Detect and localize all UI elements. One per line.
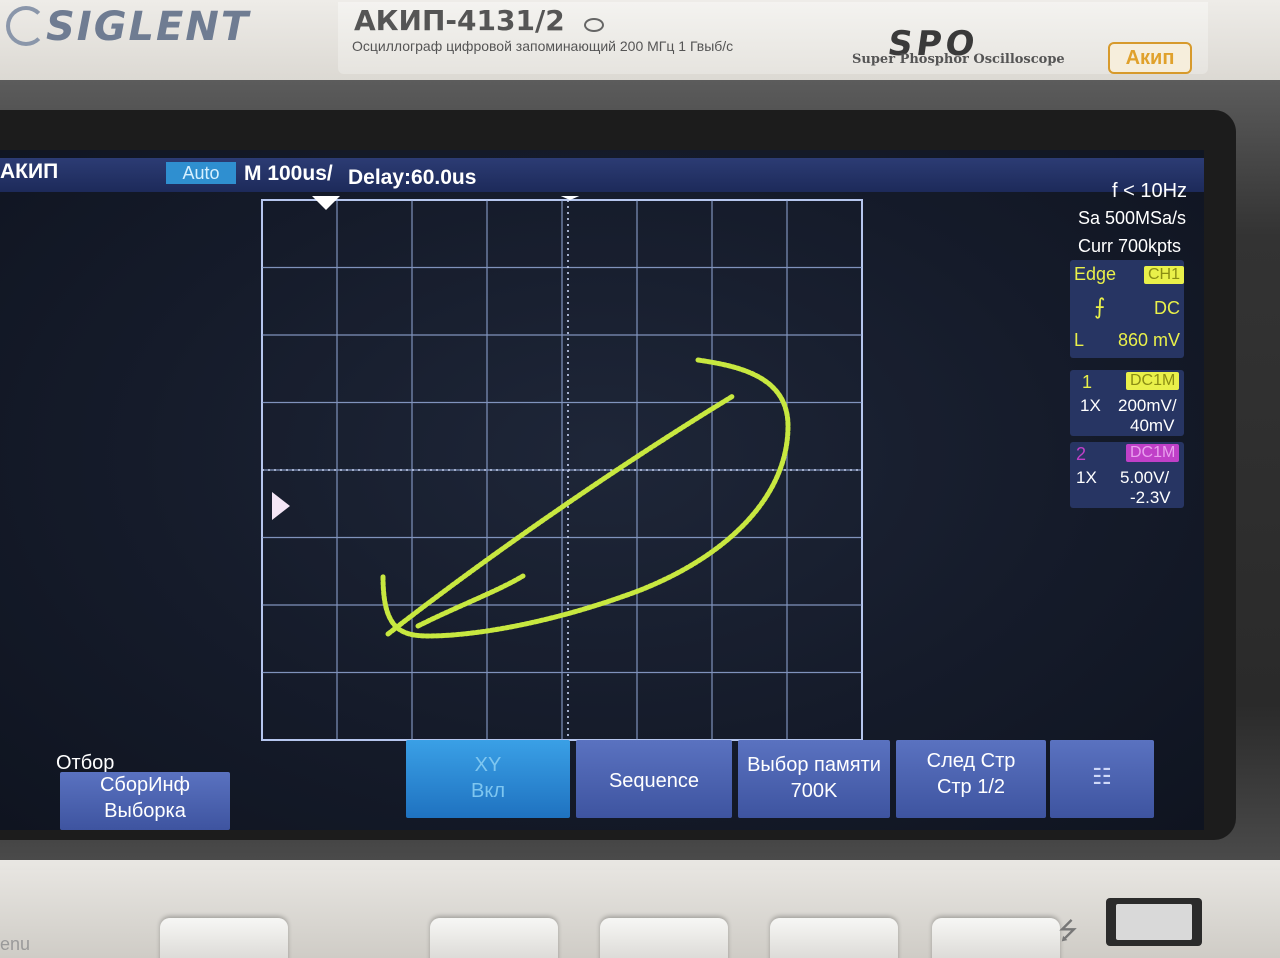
trigger-type: Edge	[1074, 264, 1117, 284]
menu-button-label: enu	[0, 934, 31, 954]
key3-line1: Sequence	[608, 770, 700, 792]
memory-select-key[interactable]: Выбор памяти 700K	[738, 740, 890, 818]
usb-port-connector	[1116, 904, 1192, 940]
channel-2-panel[interactable]: 2 DC1M 1X 5.00V/ -2.3V	[1070, 442, 1184, 508]
trigger-mode-badge[interactable]: Auto	[166, 162, 236, 184]
delay-readout[interactable]: Delay:60.0us	[348, 166, 477, 189]
ch1-offset: 40mV	[1130, 416, 1175, 435]
eye-icon	[584, 18, 604, 32]
model-strip	[338, 2, 1208, 74]
menu-title: Отбор	[56, 752, 115, 774]
ch1-probe: 1X	[1080, 396, 1101, 415]
oscilloscope-screen	[0, 150, 1204, 830]
ch1-coupling: DC1M	[1126, 372, 1180, 390]
hardware-softkey-4[interactable]	[770, 918, 898, 958]
key1-line1: СборИнф	[99, 774, 191, 796]
trigger-panel[interactable]: Edge CH1 ⨍ DC L 860 mV	[1070, 260, 1185, 358]
key2-line1: XY	[474, 754, 502, 776]
xy-mode-key[interactable]: XY Вкл	[406, 740, 570, 818]
hardware-softkey-1[interactable]	[160, 918, 288, 958]
ch2-number: 2	[1076, 444, 1087, 464]
vendor-label: АКИП	[0, 160, 59, 183]
channel-1-panel[interactable]: 1 DC1M 1X 200mV/ 40mV	[1070, 370, 1184, 436]
network-key[interactable]: ☷	[1050, 740, 1154, 818]
trigger-coupling: DC	[1154, 298, 1180, 318]
series-subtitle: Super Phosphor Oscilloscope	[852, 52, 1065, 67]
sequence-key[interactable]: Sequence	[576, 740, 732, 818]
trigger-level-marker	[312, 196, 340, 210]
key2-line2: Вкл	[471, 780, 505, 802]
ch1-scale: 200mV/	[1118, 396, 1177, 415]
xy-trace	[380, 357, 791, 639]
key5-line2: Стр 1/2	[936, 776, 1006, 798]
brand-name: SIGLENT	[46, 4, 251, 50]
ch2-probe: 1X	[1076, 468, 1097, 487]
hardware-softkey-3[interactable]	[600, 918, 728, 958]
key1-line2: Выборка	[104, 800, 186, 822]
hardware-softkey-2[interactable]	[430, 918, 558, 958]
frequency-readout: f < 10Hz	[1112, 180, 1188, 202]
model-name: АКИП-4131/2	[354, 4, 565, 37]
brand-logo-icon	[6, 6, 46, 46]
sample-rate-readout: Sa 500MSa/s	[1078, 208, 1187, 228]
ch2-coupling: DC1M	[1126, 444, 1180, 462]
acquisition-mode-key[interactable]: СборИнф Выборка	[60, 772, 230, 830]
ch1-number: 1	[1082, 372, 1093, 392]
rising-edge-icon: ⨍	[1094, 294, 1106, 319]
trigger-position-marker	[560, 196, 580, 200]
memory-depth-readout: Curr 700kpts	[1078, 236, 1182, 256]
trigger-source: CH1	[1144, 266, 1185, 284]
hardware-softkey-5[interactable]	[932, 918, 1060, 958]
graticule	[261, 196, 863, 741]
ch2-offset: -2.3V	[1130, 488, 1171, 507]
channel-offset-marker	[272, 492, 290, 520]
trigger-level-label: L	[1074, 330, 1085, 350]
model-description: Осциллограф цифровой запоминающий 200 МГ…	[352, 38, 734, 54]
next-page-key[interactable]: След Стр Стр 1/2	[896, 740, 1046, 818]
usb-icon: ⭍	[1058, 918, 1078, 945]
timebase-readout[interactable]: M 100us/	[244, 162, 333, 185]
vendor-badge: Акип	[1108, 42, 1192, 74]
key5-line1: След Стр	[926, 750, 1016, 772]
key4-line1: Выбор памяти	[747, 754, 881, 776]
network-icon: ☷	[1092, 764, 1112, 789]
key4-line2: 700K	[790, 780, 838, 802]
ch2-scale: 5.00V/	[1120, 468, 1170, 487]
trigger-level: 860 mV	[1118, 330, 1181, 350]
